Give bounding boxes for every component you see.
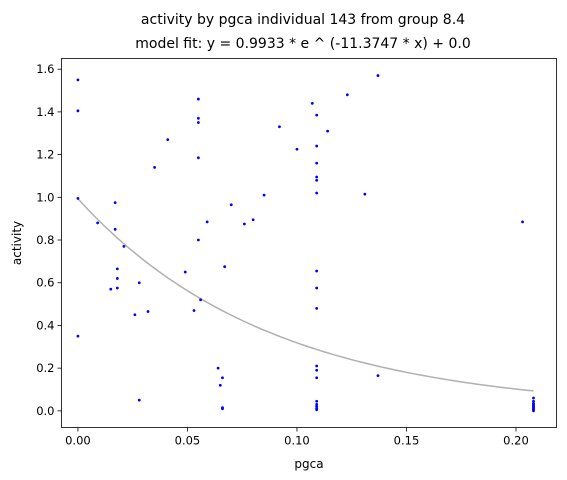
- data-point: [133, 313, 137, 317]
- data-point: [363, 192, 367, 196]
- data-point: [376, 374, 380, 378]
- data-point: [376, 74, 380, 77]
- data-point: [315, 178, 319, 182]
- data-point: [532, 409, 535, 413]
- data-point: [115, 286, 119, 290]
- data-point: [532, 396, 535, 400]
- data-point: [315, 399, 319, 403]
- data-point: [199, 298, 202, 302]
- x-tick-label: 0.10: [284, 434, 310, 448]
- data-point: [137, 281, 141, 285]
- x-axis-ticks: 0.00 0.05 0.10 0.15 0.20: [65, 427, 529, 448]
- data-point: [218, 383, 222, 387]
- data-point: [122, 245, 126, 248]
- y-tick-label: 1.4: [36, 105, 54, 119]
- y-tick-label: 0.6: [36, 276, 54, 290]
- data-point: [221, 406, 224, 410]
- data-point: [315, 286, 319, 290]
- data-point: [315, 269, 319, 273]
- data-point: [216, 366, 220, 370]
- data-point: [113, 227, 117, 231]
- data-point: [196, 116, 200, 120]
- data-point: [96, 221, 100, 225]
- chart-subtitle: model fit: y = 0.9933 * e ^ (-11.3747 * …: [135, 36, 471, 52]
- data-point: [115, 277, 119, 280]
- data-point: [196, 238, 200, 242]
- data-point: [315, 364, 319, 368]
- data-point: [196, 121, 200, 124]
- fit-curve: [77, 198, 534, 392]
- points-layer: [76, 74, 535, 413]
- data-point: [315, 113, 319, 117]
- data-point: [251, 218, 255, 222]
- y-tick-label: 0.2: [36, 361, 54, 375]
- data-point: [115, 267, 119, 271]
- data-point: [153, 166, 156, 169]
- plot-frame: [61, 58, 557, 428]
- y-tick-label: 1.0: [36, 190, 54, 204]
- y-tick-label: 0.0: [36, 404, 54, 418]
- x-tick-label: 0.15: [394, 434, 420, 448]
- data-point: [315, 161, 319, 165]
- fit-layer: [77, 198, 534, 392]
- data-point: [315, 376, 319, 380]
- data-point: [295, 147, 299, 151]
- data-point: [196, 156, 200, 160]
- data-point: [532, 399, 535, 403]
- x-tick-label: 0.20: [503, 434, 529, 448]
- data-point: [76, 334, 80, 338]
- data-point: [315, 175, 319, 179]
- data-point: [192, 309, 196, 312]
- data-point: [76, 78, 80, 82]
- data-point: [229, 203, 233, 207]
- y-tick-label: 0.8: [36, 233, 54, 247]
- y-tick-label: 1.2: [36, 148, 54, 162]
- data-point: [315, 368, 319, 372]
- chart-title: activity by pgca individual 143 from gro…: [141, 12, 465, 28]
- data-point: [315, 191, 319, 195]
- data-point: [315, 403, 319, 406]
- data-point: [262, 193, 266, 197]
- data-point: [183, 270, 187, 274]
- data-point: [532, 403, 535, 406]
- x-tick-label: 0.00: [65, 434, 91, 448]
- data-point: [196, 97, 200, 101]
- data-point: [221, 376, 224, 380]
- data-point: [109, 287, 113, 291]
- data-point: [76, 196, 80, 200]
- y-tick-label: 1.6: [36, 62, 54, 76]
- data-point: [223, 265, 227, 269]
- data-point: [315, 144, 319, 148]
- data-point: [76, 109, 80, 113]
- data-point: [166, 138, 170, 142]
- y-tick-label: 0.4: [36, 318, 54, 332]
- data-point: [315, 306, 319, 310]
- data-point: [310, 101, 314, 105]
- data-point: [146, 310, 150, 313]
- x-axis-label: pgca: [294, 457, 323, 471]
- data-point: [113, 201, 117, 205]
- data-point: [137, 398, 141, 402]
- data-point: [326, 129, 330, 133]
- y-axis-ticks: 0.0 0.2 0.4 0.6 0.8 1.0 1.2 1.4 1.6: [36, 62, 62, 418]
- data-point: [242, 222, 246, 226]
- data-point: [521, 220, 524, 224]
- y-axis-label: activity: [10, 221, 24, 265]
- data-point: [315, 405, 319, 408]
- data-point: [345, 93, 349, 97]
- x-tick-label: 0.05: [175, 434, 201, 448]
- data-point: [205, 220, 209, 224]
- data-point: [315, 408, 319, 412]
- data-point: [278, 125, 281, 129]
